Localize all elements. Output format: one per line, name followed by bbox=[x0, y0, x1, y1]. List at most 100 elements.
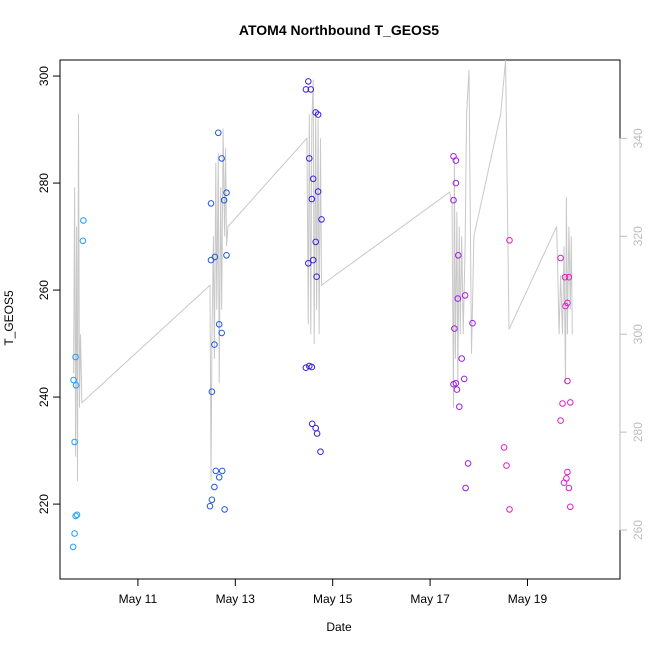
data-point-series-5 bbox=[563, 475, 570, 482]
data-point-series-5 bbox=[565, 273, 573, 281]
data-point-series-2 bbox=[207, 256, 215, 264]
x-tick-label: May 17 bbox=[410, 592, 450, 606]
data-point-series-5 bbox=[564, 468, 571, 476]
data-point-series-1 bbox=[70, 376, 77, 384]
data-point-series-3 bbox=[317, 448, 324, 456]
data-point-series-3 bbox=[308, 195, 316, 203]
data-point-series-4 bbox=[462, 484, 469, 492]
data-point-series-2 bbox=[211, 253, 219, 261]
y-tick-label: 220 bbox=[37, 494, 51, 514]
data-point-series-3 bbox=[302, 364, 310, 372]
data-point-series-3 bbox=[308, 363, 316, 371]
data-point-series-2 bbox=[208, 496, 216, 504]
data-point-series-5 bbox=[500, 444, 508, 451]
x-tick-label: May 13 bbox=[216, 592, 256, 606]
right-y-tick-label: 300 bbox=[631, 324, 645, 344]
x-axis-label: Date bbox=[326, 620, 352, 634]
data-point-series-5 bbox=[565, 484, 573, 492]
data-point-series-3 bbox=[312, 424, 320, 432]
data-point-series-3 bbox=[314, 111, 322, 118]
x-tick-label: May 19 bbox=[508, 592, 548, 606]
data-point-series-2 bbox=[218, 329, 225, 337]
data-point-series-4 bbox=[456, 403, 463, 411]
data-point-series-4 bbox=[453, 386, 461, 393]
y-tick-label: 260 bbox=[37, 280, 51, 300]
x-axis: May 11 May 13 May 15 May 17 May 19 bbox=[119, 578, 548, 606]
data-point-series-2 bbox=[208, 388, 216, 396]
data-point-series-3 bbox=[307, 86, 315, 93]
data-point-series-4 bbox=[454, 295, 462, 302]
data-point-series-1 bbox=[72, 382, 80, 389]
data-point-series-3 bbox=[314, 188, 322, 195]
plot-frame bbox=[59, 59, 621, 580]
data-point-series-4 bbox=[464, 460, 472, 467]
data-point-series-5 bbox=[562, 302, 569, 310]
y-tick-label: 240 bbox=[37, 387, 51, 407]
y-axis-label: T_GEOS5 bbox=[2, 290, 16, 346]
data-point-series-4 bbox=[455, 252, 462, 259]
data-point-series-2 bbox=[221, 506, 228, 513]
data-point-series-3 bbox=[306, 155, 313, 162]
data-point-series-2 bbox=[207, 200, 215, 207]
data-point-series-2 bbox=[212, 467, 220, 475]
data-point-series-1 bbox=[71, 438, 78, 446]
data-point-series-5 bbox=[557, 254, 564, 262]
data-point-series-1 bbox=[69, 543, 77, 551]
scatter-points bbox=[69, 78, 574, 551]
data-point-series-2 bbox=[211, 341, 218, 348]
data-point-series-1 bbox=[73, 511, 81, 519]
data-point-series-5 bbox=[567, 399, 574, 406]
data-point-series-3 bbox=[309, 256, 317, 264]
data-point-series-3 bbox=[305, 78, 312, 85]
y-axis-right: 260 280 300 320 340 bbox=[619, 128, 645, 540]
data-point-series-4 bbox=[452, 157, 460, 164]
data-point-series-1 bbox=[72, 512, 79, 520]
trace-line-group bbox=[73, 59, 573, 482]
data-point-series-5 bbox=[557, 417, 564, 424]
trace-line bbox=[73, 59, 573, 482]
x-tick-label: May 11 bbox=[119, 592, 158, 606]
y-axis-left: 220 240 260 280 300 bbox=[37, 66, 61, 514]
data-point-series-2 bbox=[220, 196, 228, 204]
data-point-series-2 bbox=[211, 483, 218, 491]
right-y-tick-label: 260 bbox=[631, 520, 645, 540]
data-point-series-4 bbox=[452, 179, 460, 187]
data-point-series-2 bbox=[215, 321, 223, 328]
data-point-series-1 bbox=[71, 530, 78, 537]
data-point-series-5 bbox=[503, 462, 510, 469]
data-point-series-4 bbox=[461, 292, 469, 299]
right-y-tick-label: 280 bbox=[631, 422, 645, 442]
data-point-series-5 bbox=[567, 503, 574, 511]
data-point-series-2 bbox=[223, 189, 230, 196]
data-point-series-3 bbox=[318, 216, 325, 223]
data-point-series-5 bbox=[506, 506, 513, 513]
data-point-series-1 bbox=[72, 353, 79, 361]
data-point-series-4 bbox=[469, 319, 476, 327]
data-point-series-5 bbox=[559, 400, 566, 407]
data-point-series-3 bbox=[308, 420, 316, 428]
data-point-series-5 bbox=[561, 273, 569, 281]
x-tick-label: May 15 bbox=[313, 592, 353, 606]
data-point-series-2 bbox=[215, 129, 222, 137]
data-point-series-4 bbox=[460, 375, 468, 383]
data-point-series-4 bbox=[452, 379, 460, 387]
data-point-series-3 bbox=[312, 238, 320, 246]
data-point-series-5 bbox=[564, 299, 571, 307]
data-point-series-2 bbox=[218, 467, 226, 475]
right-y-tick-label: 320 bbox=[631, 226, 645, 246]
data-point-series-5 bbox=[506, 237, 513, 244]
data-point-series-2 bbox=[218, 155, 225, 162]
data-point-series-2 bbox=[206, 502, 214, 510]
data-point-series-5 bbox=[564, 377, 571, 385]
y-tick-label: 300 bbox=[37, 66, 51, 86]
data-point-series-1 bbox=[79, 237, 87, 245]
data-point-series-4 bbox=[458, 355, 466, 362]
y-tick-label: 280 bbox=[37, 173, 51, 193]
data-point-series-3 bbox=[305, 260, 312, 267]
data-point-series-2 bbox=[215, 474, 223, 481]
data-point-series-3 bbox=[309, 175, 317, 183]
data-point-series-1 bbox=[80, 217, 87, 224]
data-point-series-4 bbox=[451, 325, 458, 332]
data-point-series-3 bbox=[302, 86, 310, 93]
